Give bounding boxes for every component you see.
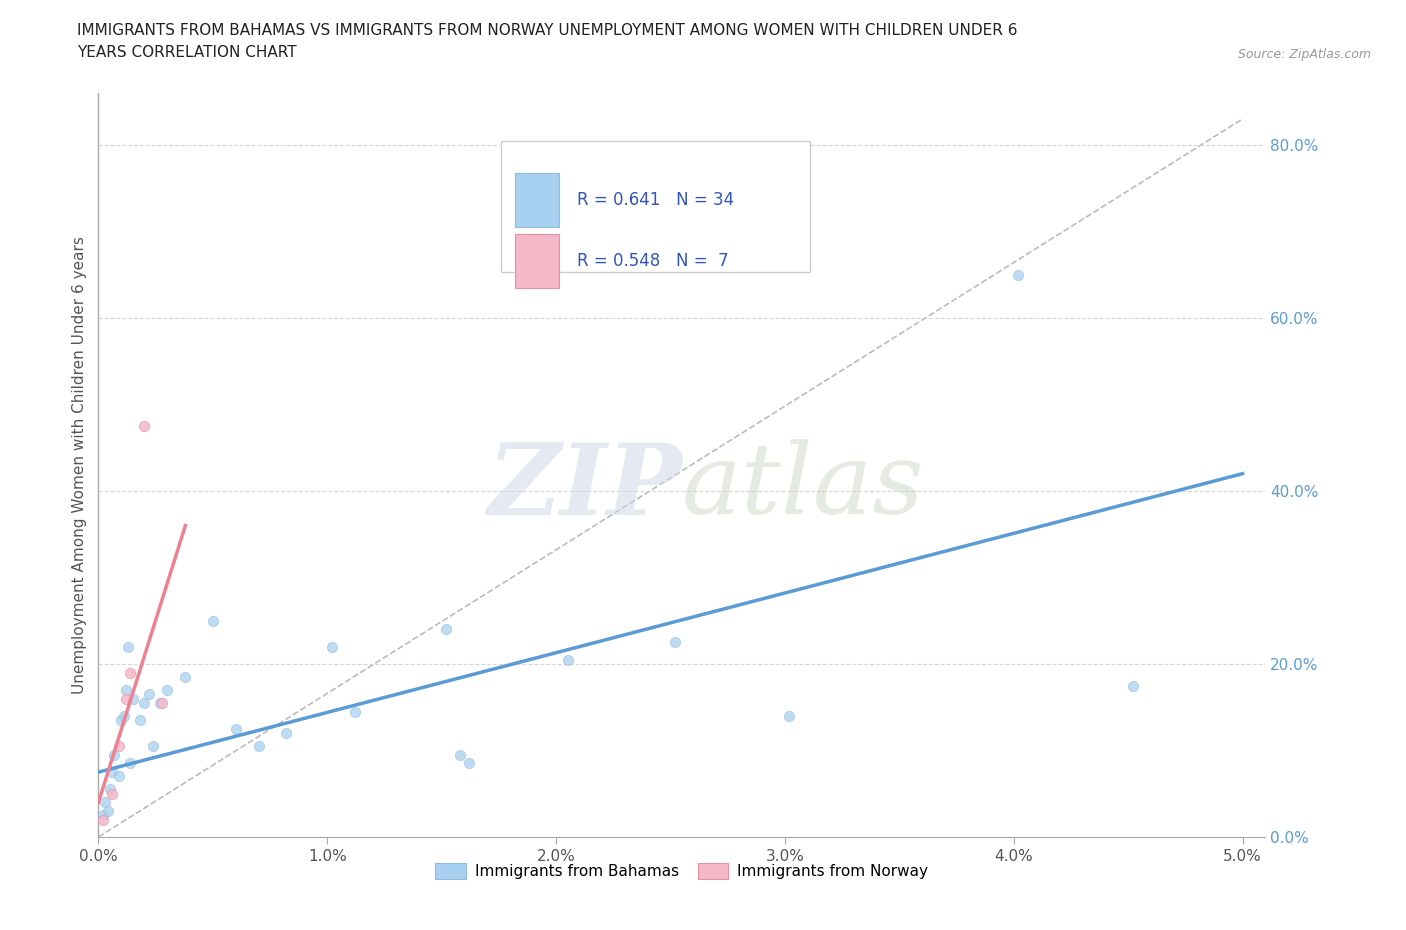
Point [94,795,117,810]
Point [138,687,160,702]
Point [1122,678,1144,693]
Point [247,738,270,753]
Point [274,725,297,740]
Point [557,652,579,667]
Point [152,696,174,711]
Bar [515,173,560,227]
Point [101,764,124,779]
Point [117,639,139,654]
Text: YEARS CORRELATION CHART: YEARS CORRELATION CHART [77,45,297,60]
Text: atlas: atlas [682,440,925,535]
Point [142,738,165,753]
Point [458,756,481,771]
Point [108,738,131,753]
Point [120,756,142,771]
Point [343,704,366,719]
Point [664,635,686,650]
Point [778,709,800,724]
Point [112,709,135,724]
Point [121,691,143,706]
Point [134,696,156,711]
Point [1007,267,1029,282]
Point [225,722,247,737]
Point [156,683,179,698]
Point [120,665,142,680]
Point [434,622,457,637]
Point [108,769,131,784]
Bar [515,234,560,288]
Point [101,786,124,801]
Point [98,782,121,797]
Text: Source: ZipAtlas.com: Source: ZipAtlas.com [1237,48,1371,61]
Y-axis label: Unemployment Among Women with Children Under 6 years: Unemployment Among Women with Children U… [72,236,87,694]
Point [115,691,138,706]
Text: R = 0.641   N = 34: R = 0.641 N = 34 [576,191,734,209]
Point [91,808,114,823]
Point [134,418,156,433]
Point [449,748,471,763]
Text: IMMIGRANTS FROM BAHAMAS VS IMMIGRANTS FROM NORWAY UNEMPLOYMENT AMONG WOMEN WITH : IMMIGRANTS FROM BAHAMAS VS IMMIGRANTS FR… [77,23,1018,38]
Point [201,613,224,628]
Point [103,748,125,763]
Legend: Immigrants from Bahamas, Immigrants from Norway: Immigrants from Bahamas, Immigrants from… [429,857,935,885]
FancyBboxPatch shape [501,141,810,272]
Point [91,812,114,827]
Point [115,683,138,698]
Point [174,670,197,684]
Point [149,696,172,711]
Text: R = 0.548   N =  7: R = 0.548 N = 7 [576,252,728,270]
Point [110,712,132,727]
Point [128,712,150,727]
Point [321,639,343,654]
Text: ZIP: ZIP [486,439,682,536]
Point [97,804,120,818]
